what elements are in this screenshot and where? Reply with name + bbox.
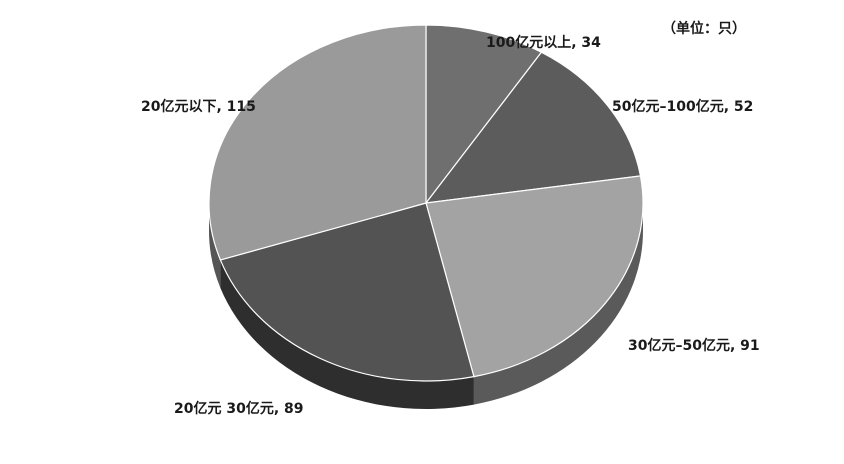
slice-label-2: 50亿元–100亿元, 52 bbox=[612, 98, 753, 115]
pie-slice-3 bbox=[425, 175, 644, 378]
pie-slice-1 bbox=[425, 24, 543, 205]
pie-top-layer bbox=[208, 24, 644, 382]
pie-slice-5 bbox=[208, 24, 427, 261]
slice-label-3: 30亿元–50亿元, 91 bbox=[628, 337, 760, 354]
pie-slice-side-4 bbox=[220, 259, 474, 409]
pie-label-layer: 100亿元以上, 34 50亿元–100亿元, 52 30亿元–50亿元, 91 20… bbox=[141, 34, 760, 417]
slice-label-5: 20亿元以下, 115 bbox=[141, 98, 256, 115]
unit-label: （单位：只） bbox=[662, 20, 746, 37]
pie-slice-side-3 bbox=[473, 203, 643, 405]
slice-label-4: 20亿元 30亿元, 89 bbox=[174, 400, 304, 417]
slice-label-1: 100亿元以上, 34 bbox=[486, 34, 601, 51]
pie-slice-2 bbox=[424, 51, 642, 204]
pie-slice-4 bbox=[219, 202, 475, 382]
